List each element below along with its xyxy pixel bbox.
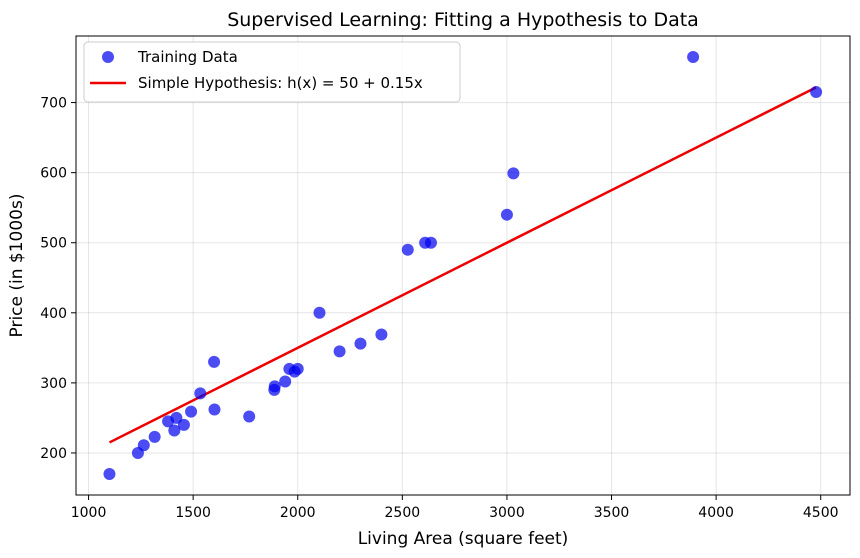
data-point: [810, 86, 823, 99]
data-point: [185, 405, 198, 418]
data-point: [354, 337, 367, 350]
data-points: [103, 51, 823, 480]
data-point: [313, 306, 326, 319]
data-point: [208, 355, 221, 368]
x-tick-label: 4500: [803, 505, 839, 521]
data-point: [687, 51, 700, 64]
data-point: [375, 328, 388, 341]
y-tick-label: 400: [40, 306, 67, 322]
y-tick-label: 200: [40, 446, 67, 462]
legend-marker-training-data: [102, 51, 114, 63]
x-tick-label: 2000: [280, 505, 316, 521]
data-point: [103, 467, 116, 480]
legend: Training Data Simple Hypothesis: h(x) = …: [83, 41, 461, 103]
y-axis-title: Price (in $1000s): [7, 194, 27, 338]
data-point: [401, 243, 414, 256]
data-point: [148, 430, 161, 443]
x-axis-title: Living Area (square feet): [358, 529, 569, 549]
data-point: [137, 439, 150, 452]
data-point: [170, 411, 183, 424]
plot-frame: [75, 35, 851, 496]
data-point: [208, 403, 221, 416]
x-tick-label: 2500: [385, 505, 421, 521]
x-tick-label: 1000: [71, 505, 107, 521]
x-tick-label: 1500: [175, 505, 211, 521]
y-tick-label: 700: [40, 96, 67, 112]
data-point: [507, 167, 520, 180]
data-point: [194, 387, 207, 400]
legend-label-training-data: Training Data: [137, 48, 238, 66]
data-point: [168, 424, 181, 437]
data-point: [500, 208, 513, 221]
data-point: [424, 236, 437, 249]
y-axis-ticks: 200 300 400 500 600 700: [40, 96, 76, 462]
y-tick-label: 600: [40, 166, 67, 182]
data-point: [279, 375, 292, 388]
x-tick-label: 3500: [594, 505, 630, 521]
data-point: [177, 418, 190, 431]
grid-lines: [76, 36, 850, 495]
x-tick-label: 4000: [698, 505, 734, 521]
hypothesis-line: [108, 86, 817, 444]
x-tick-label: 3000: [489, 505, 525, 521]
hypothesis-line-layer: [108, 86, 817, 444]
data-point: [291, 362, 304, 375]
data-point: [268, 380, 281, 393]
x-axis-ticks: 1000 1500 2000 2500 3000 3500 4000 4500: [71, 495, 839, 521]
data-point: [333, 345, 346, 358]
data-point: [243, 410, 256, 423]
chart-title: Supervised Learning: Fitting a Hypothesi…: [227, 9, 699, 31]
legend-box: [83, 41, 461, 103]
y-tick-label: 500: [40, 236, 67, 252]
legend-label-hypothesis: Simple Hypothesis: h(x) = 50 + 0.15x: [138, 74, 423, 92]
y-tick-label: 300: [40, 376, 67, 392]
